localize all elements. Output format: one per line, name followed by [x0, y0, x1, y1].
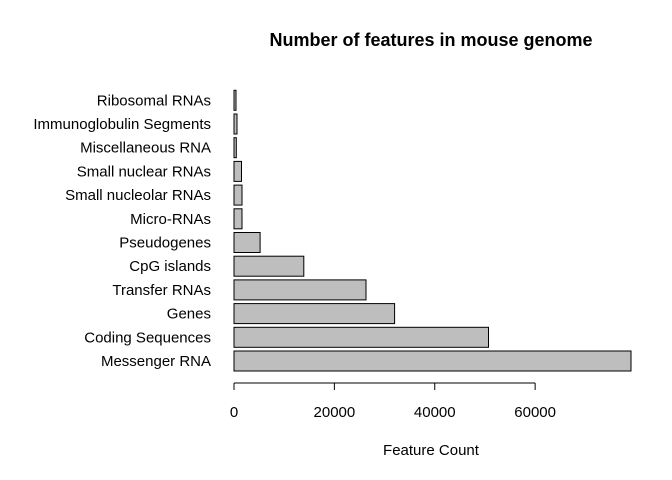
bar-small-nuclear-rnas [233, 160, 242, 182]
bar-immunoglobulin-segments [233, 113, 238, 135]
category-label: Coding Sequences [84, 329, 211, 346]
x-axis: 0 20000 40000 60000 [230, 382, 556, 421]
bar-small-nucleolar-rnas [233, 184, 243, 206]
bar-cpg-islands [233, 255, 305, 277]
bar-coding-sequences [233, 326, 489, 348]
chart-title: Number of features in mouse genome [269, 30, 592, 50]
category-label: Small nuclear RNAs [77, 163, 211, 180]
category-label: Messenger RNA [101, 353, 211, 370]
category-label: Transfer RNAs [112, 282, 211, 299]
category-label: Small nucleolar RNAs [65, 187, 211, 204]
x-tick-label: 20000 [314, 404, 356, 421]
x-tick-label: 40000 [414, 404, 456, 421]
x-axis-label: Feature Count [383, 442, 480, 459]
category-label: Genes [167, 306, 211, 323]
category-label: Immunoglobulin Segments [33, 116, 211, 133]
category-label: Micro-RNAs [130, 211, 211, 228]
category-label: Ribosomal RNAs [97, 92, 211, 109]
bar-messenger-rna [233, 350, 632, 372]
category-label: Miscellaneous RNA [80, 140, 211, 157]
category-labels: Messenger RNA Coding Sequences Genes Transf… [33, 92, 211, 370]
bar-pseudogenes [233, 232, 261, 253]
x-tick-label: 0 [230, 404, 238, 421]
category-label: Pseudogenes [119, 235, 211, 252]
bar-miscellaneous-rna [233, 137, 237, 159]
bars-group [233, 89, 632, 372]
bar-ribosomal-rnas [233, 89, 237, 111]
bar-genes [233, 303, 396, 325]
bar-transfer-rnas [233, 279, 367, 301]
x-tick-label: 60000 [514, 404, 556, 421]
bar-micro-rnas [233, 208, 243, 230]
category-label: CpG islands [129, 258, 211, 275]
